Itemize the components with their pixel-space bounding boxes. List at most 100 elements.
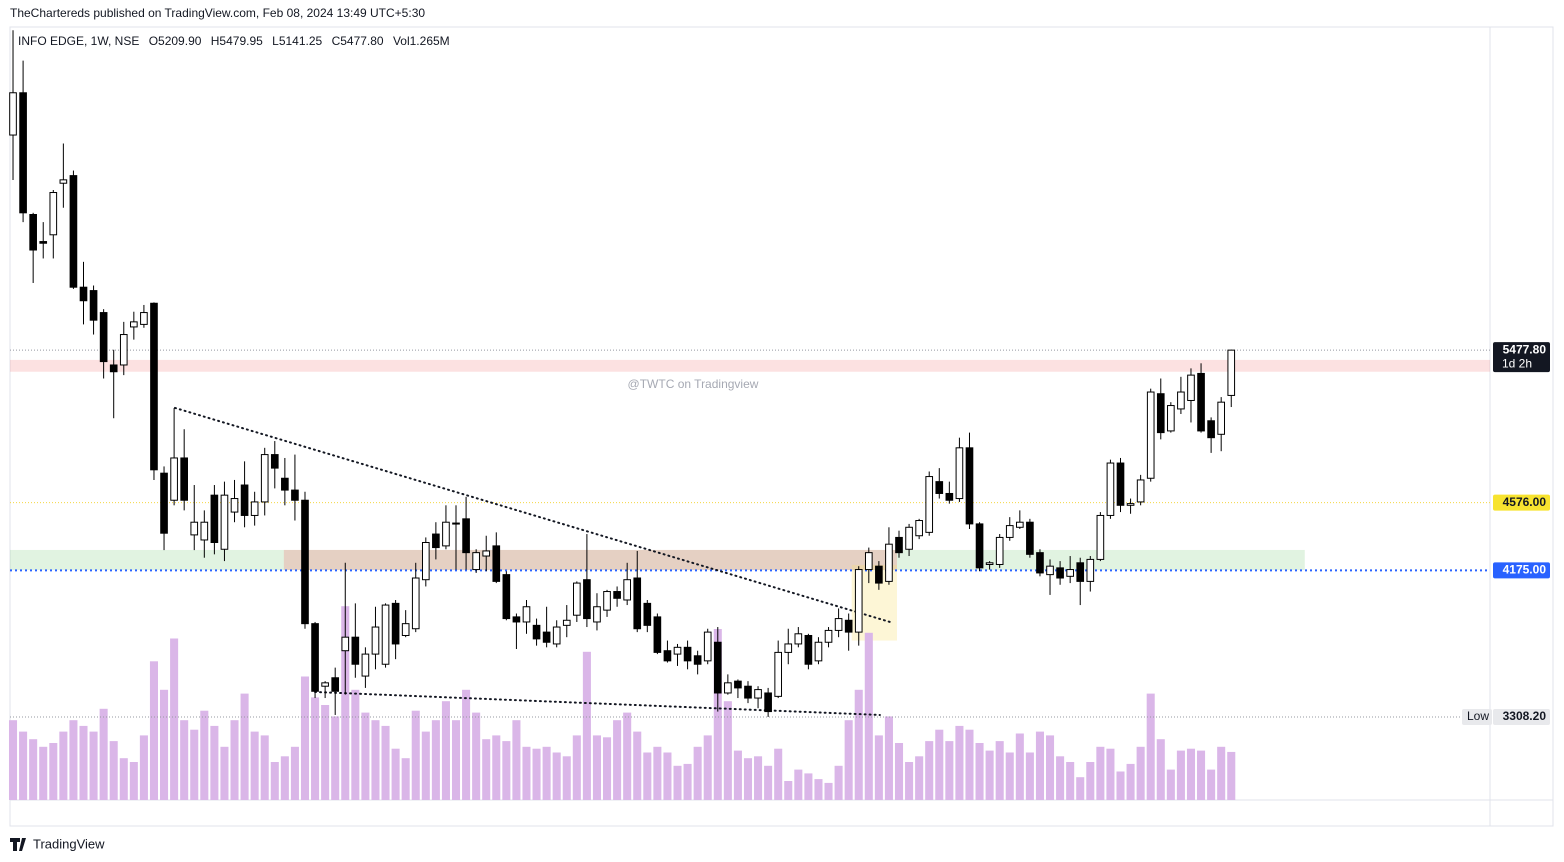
- volume-bar: [1197, 750, 1206, 800]
- candle-body: [462, 518, 470, 554]
- candle-body: [210, 494, 219, 544]
- candle-body: [925, 476, 934, 533]
- legend-high: H5479.95: [211, 34, 263, 48]
- volume-bar: [270, 762, 279, 800]
- volume-bar: [663, 752, 672, 800]
- candle-body: [49, 192, 58, 236]
- volume-bar: [492, 735, 501, 800]
- price-label: 3308.20: [1503, 709, 1547, 723]
- volume-bar: [1217, 746, 1226, 800]
- candle-body: [9, 92, 17, 136]
- volume-bar: [975, 743, 984, 800]
- candle-body: [59, 179, 68, 184]
- legend-volume: Vol1.265M: [393, 34, 450, 48]
- volume-bar: [562, 756, 571, 800]
- candle-body: [854, 569, 863, 633]
- candle-body: [583, 579, 591, 620]
- candle-body: [401, 623, 410, 636]
- volume-bar: [431, 720, 440, 800]
- candle-body: [693, 655, 702, 665]
- volume-bar: [1146, 693, 1155, 800]
- volume-bar: [764, 765, 773, 800]
- candle-body: [1207, 420, 1215, 439]
- volume-bar: [300, 676, 310, 800]
- candle-body: [532, 624, 541, 640]
- volume-bar: [874, 735, 883, 800]
- candle-body: [542, 631, 551, 643]
- volume-bar: [240, 693, 249, 800]
- volume-bar: [69, 720, 78, 800]
- candle-body: [341, 636, 350, 652]
- candle-body: [250, 501, 259, 516]
- candle-body: [1167, 405, 1175, 432]
- volume-bar: [49, 743, 58, 800]
- volume-bar: [200, 710, 209, 800]
- volume-bar: [411, 710, 420, 800]
- candle-body: [109, 364, 118, 373]
- price-label-box: [1493, 494, 1550, 511]
- candle-body: [1146, 391, 1155, 479]
- volume-bar: [139, 735, 148, 800]
- candle-body: [361, 653, 370, 677]
- candle-body: [663, 650, 672, 662]
- candle-body: [301, 499, 309, 625]
- candle-body: [573, 582, 581, 616]
- candles-layer: [9, 30, 1236, 717]
- volume-bar: [89, 731, 98, 800]
- volume-bar: [160, 689, 169, 800]
- volume-bar: [995, 741, 1004, 800]
- volume-bar: [774, 748, 783, 800]
- candle-body: [89, 290, 98, 321]
- legend: INFO EDGE, 1W, NSE O5209.90 H5479.95 L51…: [18, 34, 450, 48]
- candle-body: [1056, 567, 1064, 579]
- candle-body: [864, 552, 873, 571]
- volume-bar: [210, 725, 219, 800]
- volume-bar: [1116, 771, 1125, 800]
- volume-bar: [683, 763, 692, 800]
- candle-body: [99, 312, 108, 363]
- candle-body: [653, 616, 662, 653]
- volume-bar: [149, 661, 158, 800]
- candle-body: [160, 472, 168, 534]
- volume-bar: [985, 750, 994, 800]
- candle-body: [1026, 521, 1034, 555]
- candle-body: [593, 606, 601, 623]
- volume-bar: [834, 765, 843, 800]
- price-label: 4175.00: [1503, 563, 1547, 577]
- volume-bar: [39, 746, 48, 800]
- candle-body: [69, 175, 78, 288]
- candle-body: [774, 651, 783, 697]
- candle-body: [1156, 393, 1165, 434]
- volume-bar: [754, 756, 763, 800]
- candle-body: [1116, 462, 1125, 506]
- candle-body: [1227, 349, 1236, 396]
- volume-bar: [572, 735, 581, 800]
- volume-bar: [260, 735, 269, 800]
- frame: [9, 26, 1554, 827]
- logo-mark: [10, 838, 26, 851]
- volume-bar: [1126, 763, 1135, 800]
- volume-bar: [673, 765, 682, 800]
- watermark: @TWTC on Tradingview: [628, 377, 759, 391]
- candle-body: [442, 521, 450, 547]
- volume-bar: [1056, 756, 1065, 800]
- volume-bar: [79, 725, 88, 800]
- volume-bar: [311, 697, 320, 800]
- volume-bar: [321, 705, 330, 800]
- candle-body: [180, 457, 188, 501]
- volume-bar: [180, 720, 189, 800]
- volume-bar: [552, 752, 561, 800]
- candle-body: [935, 481, 944, 494]
- volume-bar: [190, 729, 199, 800]
- volume-bar: [421, 731, 430, 800]
- volume-bar: [59, 731, 68, 800]
- volume-bar: [1156, 739, 1165, 800]
- price-label-box: [1493, 562, 1550, 579]
- volume-bar: [502, 741, 511, 800]
- volume-bar: [1086, 762, 1095, 800]
- candle-body: [875, 565, 883, 584]
- candle-body: [895, 536, 903, 554]
- candle-body: [270, 454, 279, 469]
- volume-bar: [99, 708, 108, 800]
